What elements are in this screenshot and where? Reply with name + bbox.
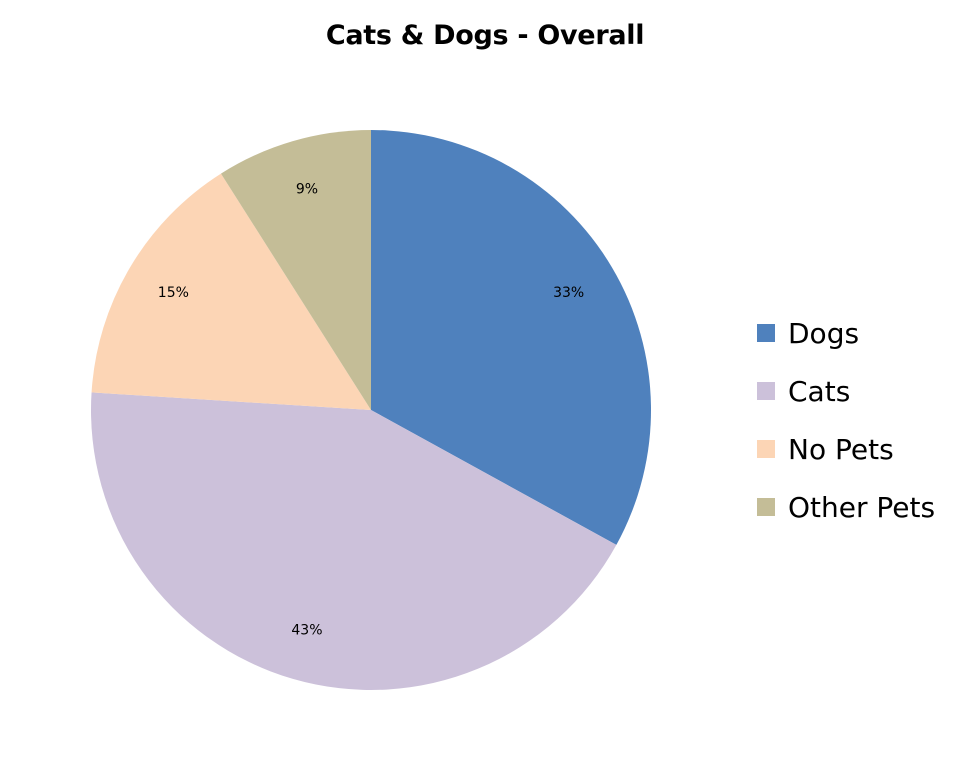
pie-slice-dogs [371, 130, 651, 545]
legend-label-cats: Cats [788, 374, 851, 408]
slice-label-other-pets: 9% [296, 182, 318, 198]
legend-swatch-cats [757, 382, 775, 400]
legend-item-other-pets: Other Pets [757, 478, 935, 536]
chart-title: Cats & Dogs - Overall [325, 20, 645, 51]
pie-slice-no-pets [91, 173, 371, 410]
legend-item-cats: Cats [757, 362, 935, 420]
legend-swatch-dogs [757, 324, 775, 342]
chart-legend: Dogs Cats No Pets Other Pets [757, 304, 935, 536]
legend-item-no-pets: No Pets [757, 420, 935, 478]
legend-label-no-pets: No Pets [788, 432, 894, 466]
legend-swatch-no-pets [757, 440, 775, 458]
legend-item-dogs: Dogs [757, 304, 935, 362]
slice-label-dogs: 33% [553, 285, 584, 301]
slice-label-cats: 43% [291, 622, 322, 638]
pie-slice-other-pets [220, 130, 371, 410]
legend-swatch-other-pets [757, 498, 775, 516]
legend-label-other-pets: Other Pets [788, 490, 936, 524]
pie-slice-cats [90, 392, 617, 691]
legend-label-dogs: Dogs [788, 316, 860, 350]
slice-label-no-pets: 15% [158, 285, 189, 301]
